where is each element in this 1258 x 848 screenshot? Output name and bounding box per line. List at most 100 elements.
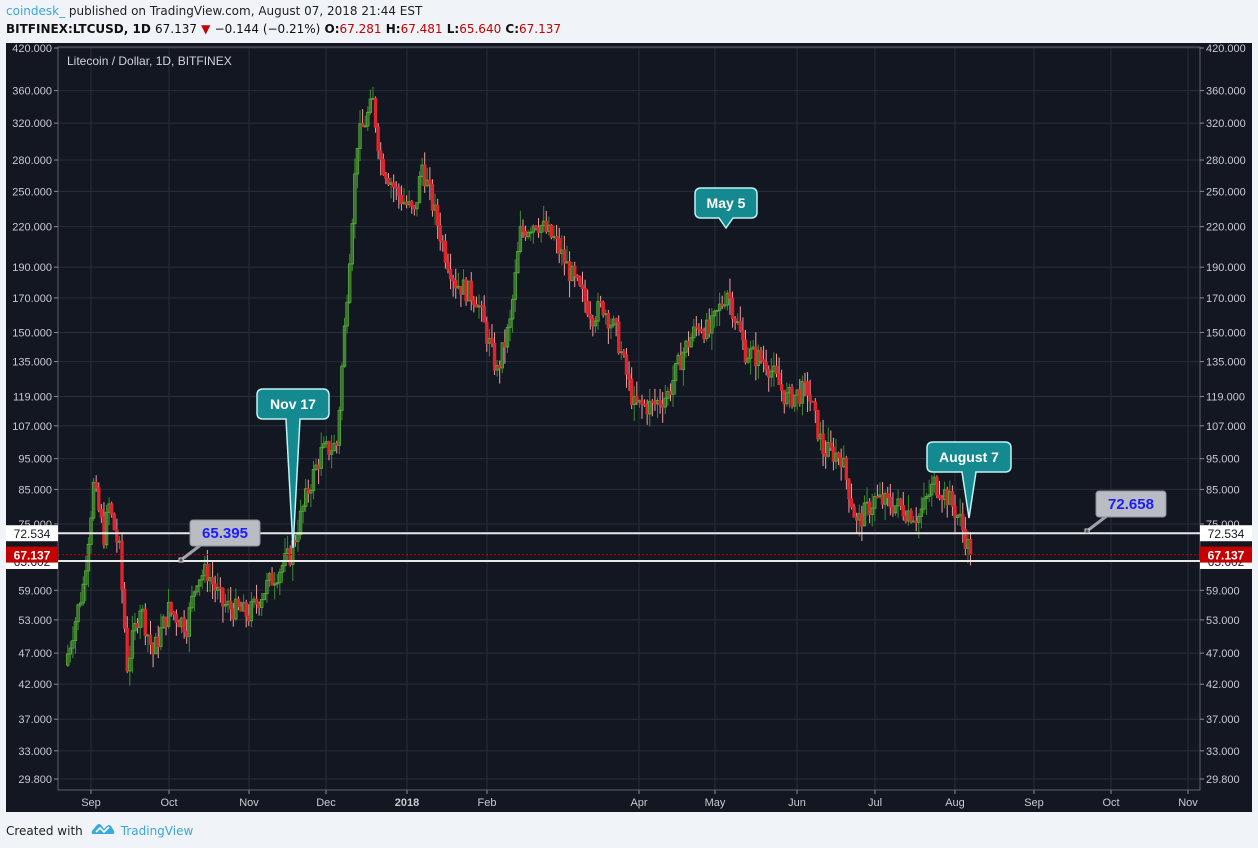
candle-down [112, 513, 116, 531]
candle-down [816, 409, 820, 440]
candle-down [860, 513, 864, 527]
candle-up [593, 320, 598, 327]
candle-down [503, 342, 507, 348]
candle-down [423, 164, 427, 187]
price-tick-label: 220.000 [1206, 222, 1246, 234]
price-axis-right[interactable]: 420.000 360.000 320.000 280.000 250.000 220.0… [1200, 43, 1246, 786]
price-tick-label: 33.000 [18, 746, 52, 758]
price-axis-left[interactable]: 420.000 360.000 320.000 280.000 250.000 220.0… [12, 43, 58, 786]
candle-down [446, 261, 450, 270]
price-label-left: 67.137 [14, 549, 51, 563]
candle-up [736, 321, 740, 324]
candle-up [117, 540, 122, 543]
candle-up [746, 357, 750, 363]
tradingview-link[interactable]: TradingView [120, 823, 194, 838]
candle-down [120, 540, 124, 590]
candle-down [412, 205, 417, 210]
candlestick-chart[interactable]: 420.000 360.000 320.000 280.000 250.000 220.0… [6, 43, 1252, 812]
candle-up [508, 318, 512, 328]
time-axis[interactable]: Sep Oct Nov Dec 2018 Feb Apr May Jun Jul Aug Sep Oct… [81, 790, 1198, 809]
price-tick-label: 53.000 [18, 615, 52, 627]
candle-down [373, 97, 378, 128]
candle-down [754, 346, 758, 366]
author-link[interactable]: coindesk_ [6, 4, 66, 18]
close-label: C: [505, 22, 520, 36]
price-label-65-395[interactable]: 65.395 [178, 519, 261, 563]
candle-down [798, 389, 802, 404]
candle-up [280, 564, 285, 573]
candle-down [686, 340, 691, 348]
candle-up [68, 647, 73, 655]
candle-down [963, 528, 968, 549]
candle-down [397, 187, 401, 196]
candle-up [518, 226, 523, 253]
candle-down [177, 621, 181, 628]
candle-up [89, 517, 93, 545]
candle-up [526, 231, 530, 238]
candle-down [135, 622, 140, 629]
candles [66, 86, 973, 686]
candle-down [580, 284, 585, 290]
candle-down [953, 505, 957, 518]
candle-up [510, 298, 515, 320]
publish-info: published on TradingView.com, August 07,… [65, 4, 423, 18]
price-tick-label: 47.000 [1206, 648, 1240, 660]
candle-down [247, 615, 251, 622]
candle-up [265, 579, 269, 595]
callout-august-7[interactable]: August 7 [926, 441, 1012, 519]
publish-line: coindesk_ published on TradingView.com, … [6, 4, 422, 18]
candle-up [71, 640, 75, 649]
candle-up [138, 610, 142, 629]
candle-up [826, 442, 830, 457]
candle-down [164, 616, 168, 627]
candle-down [733, 318, 737, 323]
candle-down [482, 306, 486, 323]
price-tick-label: 420.000 [12, 43, 52, 55]
candle-down [464, 279, 468, 302]
callout-nov-17[interactable]: Nov 17 [256, 388, 330, 549]
price-tick-label: 42.000 [1206, 679, 1240, 691]
candle-down [381, 158, 386, 175]
candle-down [808, 394, 812, 402]
candle-down [836, 452, 841, 459]
candle-down [492, 342, 497, 371]
candle-down [404, 201, 409, 206]
candle-down [254, 598, 259, 605]
price-tick-label: 170.000 [1206, 293, 1246, 305]
candle-down [888, 496, 893, 508]
time-tick-label: Sep [81, 797, 101, 809]
price-tick-label: 85.000 [18, 484, 52, 496]
chart-background [6, 43, 1252, 812]
candle-up [84, 570, 88, 585]
candle-down [886, 492, 890, 498]
chart-title: Litecoin / Dollar, 1D, BITFINEX [67, 54, 232, 68]
high-value: 67.481 [400, 22, 443, 36]
price-tick-label: 320.000 [1206, 118, 1246, 130]
candle-down [945, 489, 949, 505]
candle-down [536, 227, 541, 233]
label-text: 72.658 [1108, 496, 1154, 513]
candle-down [782, 389, 786, 405]
candle-down [803, 380, 807, 383]
chart-panel[interactable]: 420.000 360.000 320.000 280.000 250.000 220.0… [6, 43, 1252, 812]
time-tick-label: Sep [1024, 797, 1044, 809]
price-label-72-658[interactable]: 72.658 [1084, 490, 1167, 534]
candle-down [239, 606, 243, 612]
down-arrow-icon: ▼ [201, 22, 211, 36]
grid [58, 47, 1200, 790]
price-label-right: 67.137 [1208, 549, 1245, 563]
candle-up [81, 583, 85, 604]
price-tick-label: 37.000 [1206, 714, 1240, 726]
candle-up [195, 585, 199, 593]
candle-down [653, 401, 657, 405]
candle-up [311, 468, 316, 492]
candle-down [448, 268, 453, 280]
anchor-point [1084, 528, 1090, 534]
time-tick-label: 2018 [395, 797, 419, 809]
candle-down [839, 457, 843, 468]
candle-down [523, 231, 528, 238]
candle-down [399, 194, 404, 204]
candle-down [622, 351, 626, 356]
callout-may-5[interactable]: May 5 [694, 187, 758, 230]
candle-down [557, 238, 561, 254]
